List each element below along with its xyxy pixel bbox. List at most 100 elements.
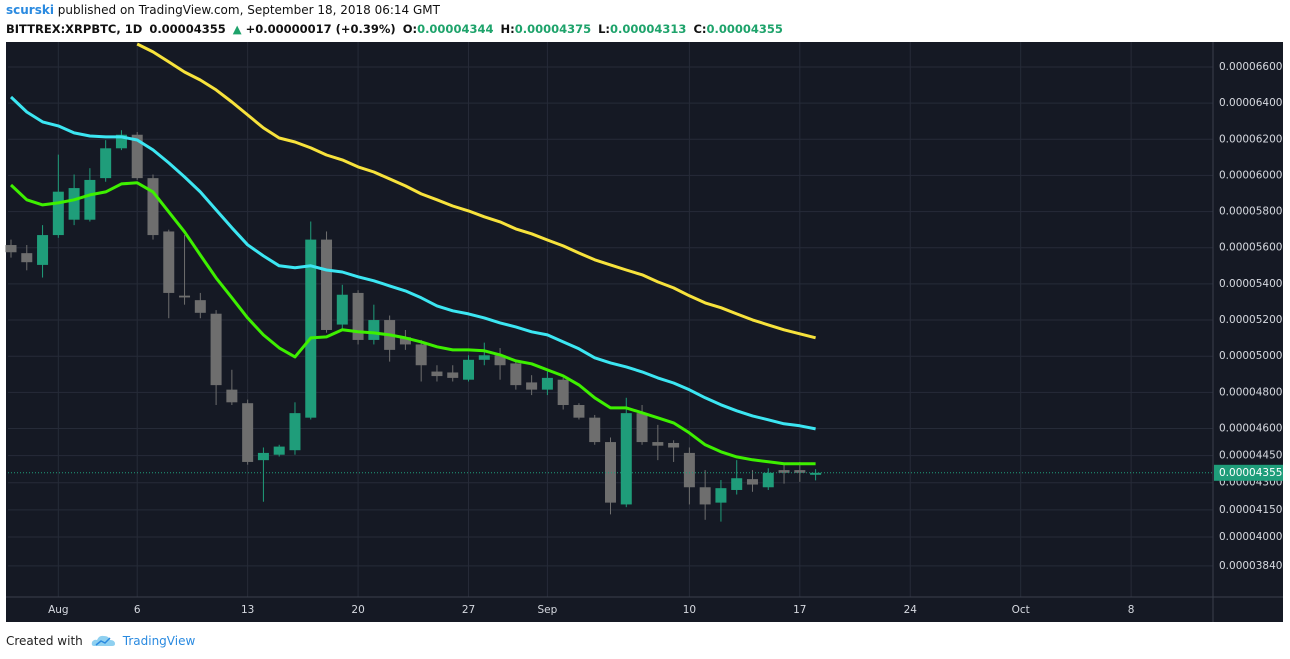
y-tick-label: 0.00005600 [1219,242,1282,254]
moving-average [136,42,816,340]
candle-body [273,446,285,455]
publisher[interactable]: scurski [6,3,54,17]
x-tick-label: 24 [904,604,918,616]
candle-body [163,231,175,293]
y-tick-label: 0.00006200 [1219,133,1282,145]
candle-body [668,442,680,448]
candle-body [762,472,774,488]
change: +0.00000017 (+0.39%) [245,22,396,36]
open-label: O: [402,22,418,36]
candle-body [557,379,569,406]
published: published on TradingView.com, September … [57,3,440,17]
candle-body [636,413,648,443]
candle-body [100,148,112,179]
candle-body [399,337,411,345]
arrow: ▲ [232,22,242,36]
candle-body [731,478,743,490]
x-tick-label: Oct [1012,604,1030,616]
moving-average [9,181,816,466]
candle-body [589,417,601,443]
y-tick-label: 0.00003840 [1219,560,1282,572]
candle-body [368,320,380,340]
x-tick-label: 6 [134,604,141,616]
candle-body [226,389,238,403]
y-tick-label: 0.00005200 [1219,314,1282,326]
candle-body [652,442,664,446]
y-tick-label: 0.00006000 [1219,169,1282,181]
candle-body [147,178,159,236]
candle-body [37,235,49,265]
low-label: L: [598,22,611,36]
chart-background [6,42,1283,622]
x-tick-label: 10 [683,604,696,616]
candle-body [794,470,806,473]
candle-body [5,245,17,253]
y-tick-label: 0.00006600 [1219,61,1282,73]
candle-body [321,239,333,330]
candle-body [289,413,301,451]
candle-body [715,488,727,503]
candle-body [21,253,33,263]
x-tick-label: Sep [537,604,557,616]
last-price-box [1214,464,1283,481]
symbol: BITTREX:XRPBTC, 1D [6,22,143,36]
close: 0.00004355 [706,22,783,36]
y-tick-label: 0.00004450 [1219,450,1282,462]
candle-body [352,292,364,340]
candle-body [526,382,538,390]
close-label: C: [693,22,707,36]
x-tick-label: 17 [793,604,806,616]
x-tick-label: 20 [351,604,364,616]
y-tick-label: 0.00005400 [1219,278,1282,290]
candle-body [210,313,222,386]
footer-text: Created with [6,634,83,648]
footer-brand[interactable]: TradingView [122,634,196,648]
y-tick-label: 0.00004150 [1219,504,1282,516]
candle-body [431,371,443,377]
last-price-label: 0.00004355 [1219,467,1282,479]
y-tick-label: 0.00005800 [1219,206,1282,218]
candle-body [194,300,206,313]
candle-body [510,363,522,386]
high: 0.00004375 [514,22,592,36]
moving-average [9,95,816,431]
candle-body [179,295,191,298]
candle-body [699,487,711,505]
y-tick-label: 0.00004000 [1219,531,1282,543]
candle-body [605,442,616,503]
x-tick-label: Aug [48,604,69,616]
candle-body [683,452,695,488]
y-tick-label: 0.00004600 [1219,423,1282,435]
candle-body [541,377,553,390]
candle-body [573,405,585,418]
x-tick-label: 13 [241,604,254,616]
candle-body [746,479,758,485]
y-tick-label: 0.00006400 [1219,97,1282,109]
candle-body [257,452,269,461]
last: 0.00004355 [149,22,226,36]
publish-line: scurski published on TradingView.com, Se… [6,3,443,17]
footer: Created with TradingView [6,633,195,649]
candle-body [478,355,490,360]
high-label: H: [500,22,515,36]
x-tick-label: 8 [1128,604,1135,616]
y-tick-label: 0.00005000 [1219,350,1282,362]
candle-body [494,355,506,366]
candle-body [415,344,427,366]
candle-body [242,403,254,462]
low: 0.00004313 [610,22,687,36]
symbol-line: BITTREX:XRPBTC, 1D 0.00004355 ▲ +0.00000… [6,22,786,36]
candle-body [778,470,790,473]
y-tick-label: 0.00004800 [1219,386,1282,398]
candle-body [620,413,632,505]
candle-body [115,134,127,149]
open: 0.00004344 [417,22,494,36]
x-tick-label: 27 [462,604,475,616]
candle-body [84,179,96,220]
candle-body [305,239,317,418]
candle-body [447,372,459,378]
candle-body [52,191,64,236]
candle-body [68,188,80,220]
